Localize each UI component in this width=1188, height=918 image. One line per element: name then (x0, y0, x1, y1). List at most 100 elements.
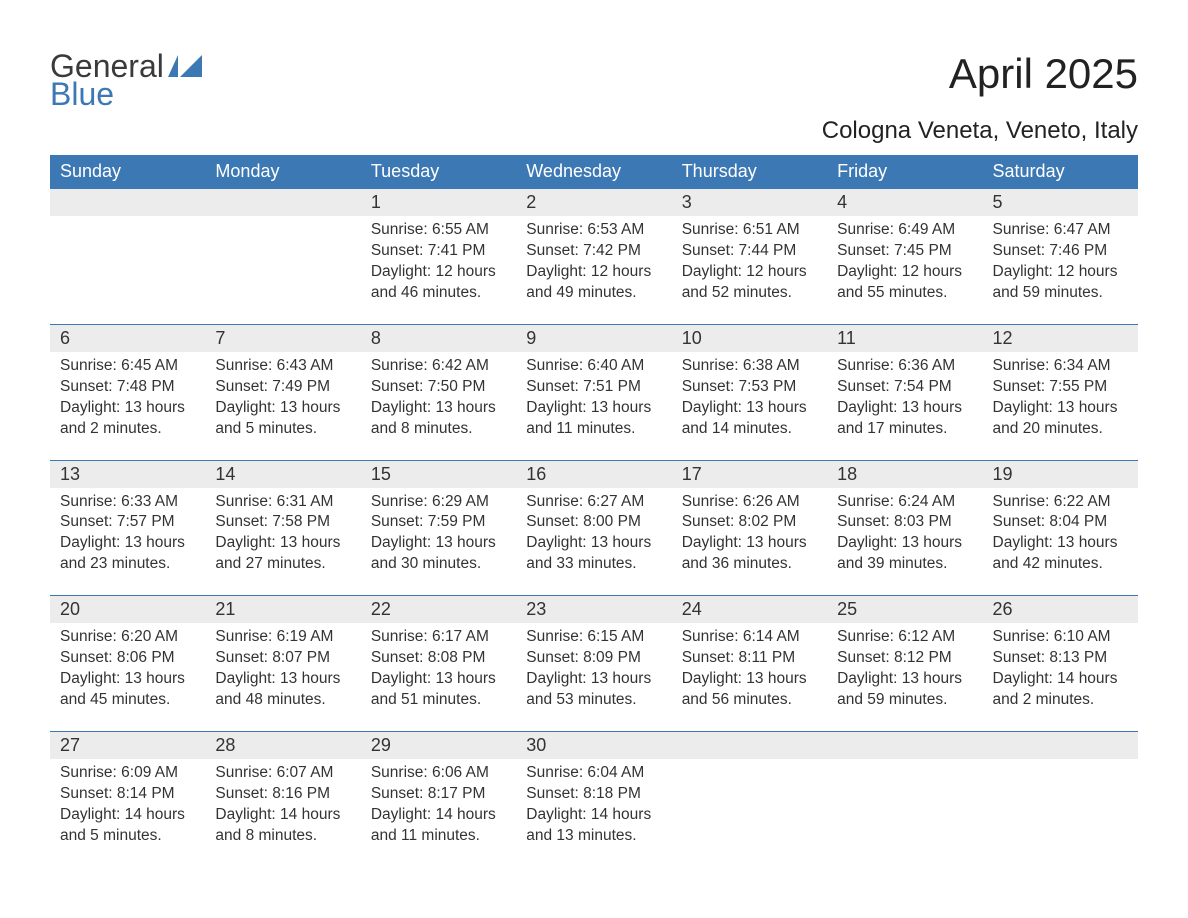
day-number: 24 (672, 596, 827, 624)
day-details: Sunrise: 6:04 AMSunset: 8:18 PMDaylight:… (516, 759, 671, 867)
sunrise-text: Sunrise: 6:10 AM (993, 627, 1128, 648)
daylight-text: Daylight: 12 hours and 49 minutes. (526, 262, 661, 304)
sunrise-text: Sunrise: 6:26 AM (682, 492, 817, 513)
sunrise-text: Sunrise: 6:42 AM (371, 356, 506, 377)
sunrise-text: Sunrise: 6:38 AM (682, 356, 817, 377)
day-details: Sunrise: 6:33 AMSunset: 7:57 PMDaylight:… (50, 488, 205, 596)
day-number-blank (205, 189, 360, 217)
sunrise-text: Sunrise: 6:22 AM (993, 492, 1128, 513)
sunrise-text: Sunrise: 6:45 AM (60, 356, 195, 377)
day-number-blank (50, 189, 205, 217)
daylight-text: Daylight: 13 hours and 36 minutes. (682, 533, 817, 575)
day-details: Sunrise: 6:17 AMSunset: 8:08 PMDaylight:… (361, 623, 516, 731)
day-details: Sunrise: 6:31 AMSunset: 7:58 PMDaylight:… (205, 488, 360, 596)
day-details-blank (672, 759, 827, 867)
daylight-text: Daylight: 13 hours and 59 minutes. (837, 669, 972, 711)
daylight-text: Daylight: 13 hours and 20 minutes. (993, 398, 1128, 440)
day-details-blank (983, 759, 1138, 867)
day-details: Sunrise: 6:40 AMSunset: 7:51 PMDaylight:… (516, 352, 671, 460)
sunrise-text: Sunrise: 6:53 AM (526, 220, 661, 241)
daylight-text: Daylight: 13 hours and 39 minutes. (837, 533, 972, 575)
daylight-text: Daylight: 13 hours and 45 minutes. (60, 669, 195, 711)
sunset-text: Sunset: 8:09 PM (526, 648, 661, 669)
week-daynum-row: 13141516171819 (50, 460, 1138, 488)
weekday-header-row: SundayMondayTuesdayWednesdayThursdayFrid… (50, 155, 1138, 189)
sunrise-text: Sunrise: 6:09 AM (60, 763, 195, 784)
day-number: 2 (516, 189, 671, 217)
weekday-header: Monday (205, 155, 360, 189)
day-number: 8 (361, 324, 516, 352)
day-number: 16 (516, 460, 671, 488)
sunrise-text: Sunrise: 6:07 AM (215, 763, 350, 784)
sunset-text: Sunset: 7:58 PM (215, 512, 350, 533)
sunset-text: Sunset: 7:41 PM (371, 241, 506, 262)
sunrise-text: Sunrise: 6:34 AM (993, 356, 1128, 377)
day-number: 26 (983, 596, 1138, 624)
day-details: Sunrise: 6:53 AMSunset: 7:42 PMDaylight:… (516, 216, 671, 324)
sunset-text: Sunset: 8:00 PM (526, 512, 661, 533)
day-details: Sunrise: 6:06 AMSunset: 8:17 PMDaylight:… (361, 759, 516, 867)
daylight-text: Daylight: 13 hours and 2 minutes. (60, 398, 195, 440)
day-details: Sunrise: 6:38 AMSunset: 7:53 PMDaylight:… (672, 352, 827, 460)
week-details-row: Sunrise: 6:55 AMSunset: 7:41 PMDaylight:… (50, 216, 1138, 324)
weekday-header: Sunday (50, 155, 205, 189)
sunrise-text: Sunrise: 6:27 AM (526, 492, 661, 513)
day-number: 1 (361, 189, 516, 217)
day-number: 7 (205, 324, 360, 352)
daylight-text: Daylight: 14 hours and 2 minutes. (993, 669, 1128, 711)
day-details-blank (827, 759, 982, 867)
sunset-text: Sunset: 7:42 PM (526, 241, 661, 262)
header: General Blue April 2025 (50, 50, 1138, 111)
sunset-text: Sunset: 7:55 PM (993, 377, 1128, 398)
sunrise-text: Sunrise: 6:15 AM (526, 627, 661, 648)
day-number: 15 (361, 460, 516, 488)
day-details-blank (50, 216, 205, 324)
sunset-text: Sunset: 7:44 PM (682, 241, 817, 262)
weekday-header: Friday (827, 155, 982, 189)
day-number: 5 (983, 189, 1138, 217)
week-daynum-row: 20212223242526 (50, 596, 1138, 624)
sunrise-text: Sunrise: 6:17 AM (371, 627, 506, 648)
sunrise-text: Sunrise: 6:06 AM (371, 763, 506, 784)
sunset-text: Sunset: 7:53 PM (682, 377, 817, 398)
weekday-header: Tuesday (361, 155, 516, 189)
day-number-blank (983, 731, 1138, 759)
sunrise-text: Sunrise: 6:36 AM (837, 356, 972, 377)
day-number: 17 (672, 460, 827, 488)
sunset-text: Sunset: 7:50 PM (371, 377, 506, 398)
sunrise-text: Sunrise: 6:14 AM (682, 627, 817, 648)
sunset-text: Sunset: 8:08 PM (371, 648, 506, 669)
sunrise-text: Sunrise: 6:55 AM (371, 220, 506, 241)
sunset-text: Sunset: 8:16 PM (215, 784, 350, 805)
sunset-text: Sunset: 8:03 PM (837, 512, 972, 533)
sunrise-text: Sunrise: 6:47 AM (993, 220, 1128, 241)
sunset-text: Sunset: 8:07 PM (215, 648, 350, 669)
day-details-blank (205, 216, 360, 324)
sunrise-text: Sunrise: 6:04 AM (526, 763, 661, 784)
day-number: 14 (205, 460, 360, 488)
sunset-text: Sunset: 8:12 PM (837, 648, 972, 669)
weekday-header: Wednesday (516, 155, 671, 189)
day-number: 29 (361, 731, 516, 759)
sunrise-text: Sunrise: 6:40 AM (526, 356, 661, 377)
daylight-text: Daylight: 12 hours and 46 minutes. (371, 262, 506, 304)
day-number: 30 (516, 731, 671, 759)
day-details: Sunrise: 6:15 AMSunset: 8:09 PMDaylight:… (516, 623, 671, 731)
day-details: Sunrise: 6:29 AMSunset: 7:59 PMDaylight:… (361, 488, 516, 596)
day-details: Sunrise: 6:24 AMSunset: 8:03 PMDaylight:… (827, 488, 982, 596)
daylight-text: Daylight: 13 hours and 33 minutes. (526, 533, 661, 575)
day-details: Sunrise: 6:51 AMSunset: 7:44 PMDaylight:… (672, 216, 827, 324)
day-details: Sunrise: 6:36 AMSunset: 7:54 PMDaylight:… (827, 352, 982, 460)
day-details: Sunrise: 6:07 AMSunset: 8:16 PMDaylight:… (205, 759, 360, 867)
daylight-text: Daylight: 13 hours and 17 minutes. (837, 398, 972, 440)
day-details: Sunrise: 6:34 AMSunset: 7:55 PMDaylight:… (983, 352, 1138, 460)
page-title: April 2025 (949, 50, 1138, 98)
sunset-text: Sunset: 8:17 PM (371, 784, 506, 805)
sunset-text: Sunset: 7:48 PM (60, 377, 195, 398)
daylight-text: Daylight: 13 hours and 42 minutes. (993, 533, 1128, 575)
day-number: 13 (50, 460, 205, 488)
sunrise-text: Sunrise: 6:31 AM (215, 492, 350, 513)
sunset-text: Sunset: 8:06 PM (60, 648, 195, 669)
day-number: 20 (50, 596, 205, 624)
sunset-text: Sunset: 7:54 PM (837, 377, 972, 398)
